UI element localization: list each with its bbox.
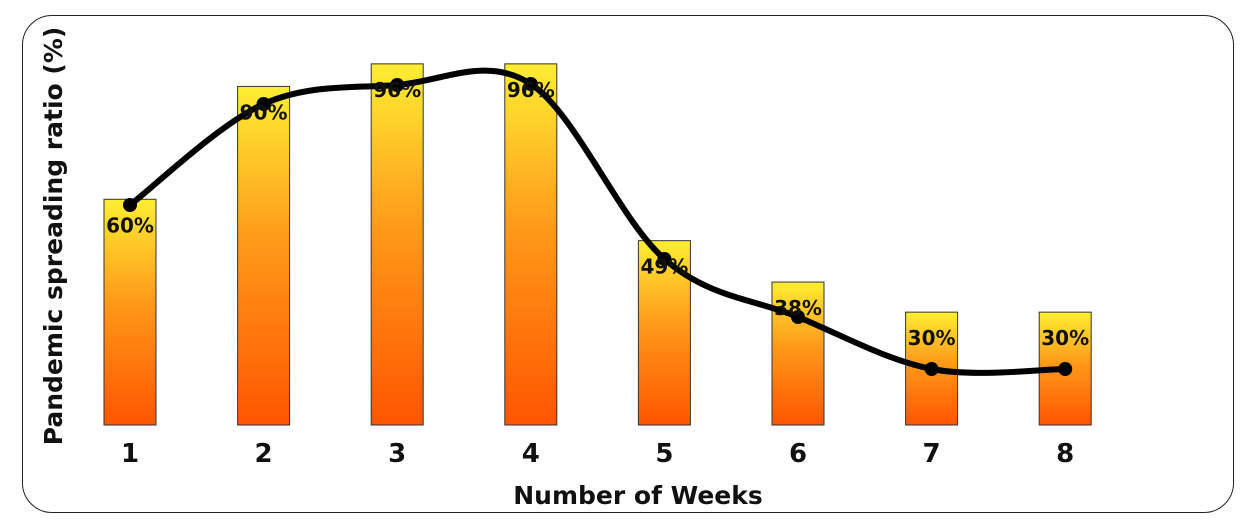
bar-week-3 [370,63,424,426]
x-tick-label: 1 [121,439,139,469]
x-tick-label: 8 [1056,439,1074,469]
x-tick-labels: 1 2 3 4 5 6 7 8 [121,439,1074,469]
trend-point [523,77,538,91]
trend-line-layer [123,67,1073,376]
x-tick-label: 3 [388,439,406,469]
trend-line [127,67,1069,376]
trend-point [791,310,805,324]
trend-point [657,252,672,266]
x-tick-label: 5 [655,439,673,469]
data-label: 60% [106,213,154,237]
data-labels-layer: 60% 90% 96% 96% 49% 38% 30% 30% [106,78,1089,350]
y-axis-title: Pandemic spreading ratio (%) [39,27,68,446]
x-tick-label: 7 [923,439,941,469]
bar-week-1 [103,198,157,426]
data-label: 96% [507,78,555,102]
bar-week-6 [771,281,825,426]
bars-layer [103,63,1092,426]
x-tick-label: 4 [522,439,540,469]
data-label: 96% [373,78,421,102]
bar-week-4 [504,63,558,426]
trend-point [1058,362,1073,376]
x-tick-label: 6 [789,439,807,469]
data-label: 49% [640,255,688,279]
trend-point [390,78,405,92]
bar-week-2 [237,85,291,426]
trend-point [924,362,939,376]
chart-frame [22,15,1234,513]
data-label: 90% [240,100,288,124]
x-tick-label: 2 [255,439,273,469]
data-label: 30% [1041,326,1089,350]
trend-point [123,198,137,212]
trend-point [256,97,271,111]
data-label: 38% [774,296,822,320]
x-axis-title: Number of Weeks [513,481,763,510]
data-label: 30% [908,326,956,350]
